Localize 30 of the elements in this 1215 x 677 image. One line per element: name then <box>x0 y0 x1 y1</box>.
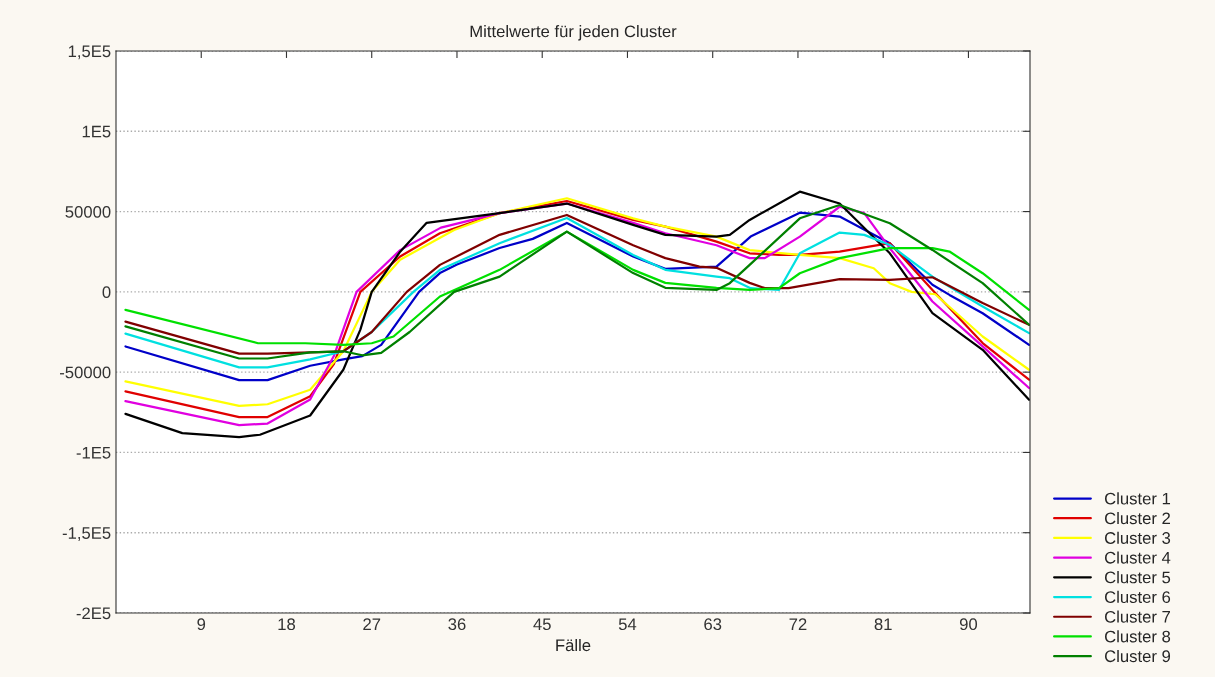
legend-label: Cluster 4 <box>1104 551 1171 564</box>
x-tick-label: 18 <box>278 618 296 631</box>
legend-label: Cluster 3 <box>1104 531 1171 544</box>
x-tick-label: 90 <box>959 618 978 631</box>
legend-label: Cluster 6 <box>1104 590 1171 604</box>
line-series <box>124 230 1030 346</box>
x-tick-label: 27 <box>363 618 381 630</box>
y-tick-label: 1,5E5 <box>68 45 111 60</box>
chart-title: Mittelwerte für jeden Cluster <box>470 25 677 41</box>
x-tick-label: 63 <box>704 618 722 631</box>
y-tick-label: -1,5E5 <box>62 527 111 541</box>
legend-label: Cluster 7 <box>1104 610 1170 623</box>
legend-label: Cluster 9 <box>1104 649 1171 663</box>
y-tick-label: -1E5 <box>76 447 111 459</box>
x-tick-label: 36 <box>448 618 466 631</box>
y-tick-label: 0 <box>102 286 111 299</box>
y-tick-label: -2E5 <box>76 607 111 620</box>
x-axis-title: Fälle <box>556 638 591 652</box>
x-tick-label: 45 <box>533 618 551 631</box>
legend-label: Cluster 1 <box>1104 492 1171 505</box>
legend-label: Cluster 2 <box>1104 511 1170 525</box>
y-tick-label: 1E5 <box>82 125 111 138</box>
x-tick-label: 54 <box>618 618 637 631</box>
legend-label: Cluster 5 <box>1104 571 1171 584</box>
x-tick-label: 81 <box>874 618 892 631</box>
y-tick-label: -50000 <box>59 366 111 379</box>
legend-label: Cluster 8 <box>1104 630 1171 643</box>
x-tick-label: 72 <box>789 618 807 630</box>
y-tick-label: 50000 <box>65 205 111 218</box>
x-tick-label: 9 <box>197 618 206 631</box>
